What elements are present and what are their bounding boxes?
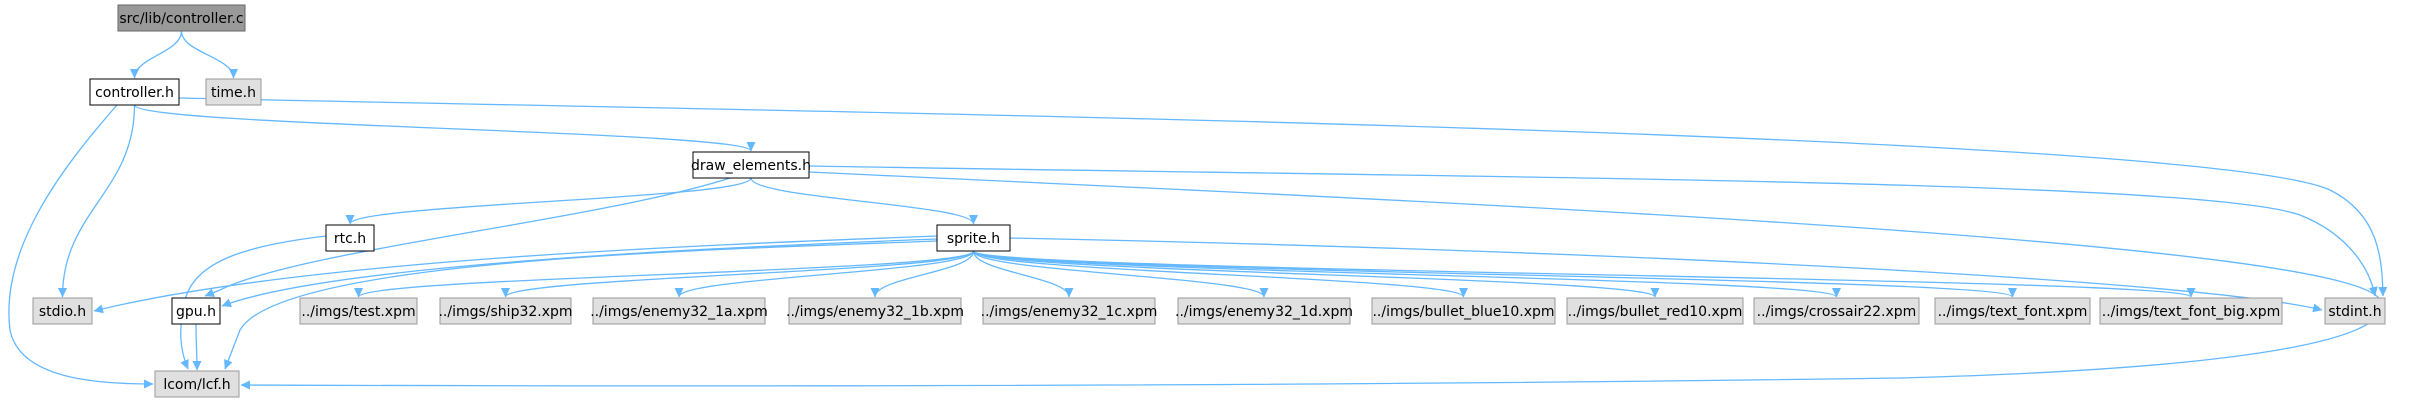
- node-box: [692, 151, 810, 179]
- node-box: [299, 297, 418, 325]
- edge-controller-h-to-stdio-h: [58, 104, 136, 298]
- node-draw-elements-h[interactable]: draw_elements.h: [691, 151, 811, 179]
- edge-layer: [8, 30, 2388, 390]
- node-label: time.h: [211, 85, 256, 101]
- node-layer: src/lib/controller.c controller.h time.h dr…: [32, 4, 2386, 398]
- node-label: ../imgs/crossair22.xpm: [1757, 304, 1917, 320]
- edge-controller-h-to-draw-elements-h: [133, 104, 756, 152]
- node-box: [982, 297, 1156, 325]
- node-sprite-h[interactable]: sprite.h: [936, 224, 1011, 252]
- edge-sprite-h-to-lcom-lcf-h: [224, 240, 938, 370]
- node-box: [89, 78, 180, 106]
- node-box: [117, 4, 246, 32]
- node-box: [592, 297, 766, 325]
- node-box: [205, 78, 262, 106]
- node-label: rtc.h: [334, 231, 366, 247]
- node-label: ../imgs/text_font_big.xpm: [2102, 304, 2280, 320]
- edge-sprite-h-to-text-font-xpm: [972, 250, 2017, 298]
- edge-sprite-h-to-ship32-xpm: [501, 250, 975, 298]
- node-box: [439, 297, 572, 325]
- node-text-font-xpm: ../imgs/text_font.xpm: [1934, 297, 2091, 325]
- node-bullet-blue10-xpm: ../imgs/bullet_blue10.xpm: [1371, 297, 1556, 325]
- edge-draw-elements-h-to-rtc-h: [345, 177, 752, 225]
- node-test-xpm: ../imgs/test.xpm: [299, 297, 418, 325]
- node-label: ../imgs/bullet_red10.xpm: [1568, 304, 1743, 320]
- node-label: gpu.h: [176, 304, 216, 320]
- node-time-h: time.h: [205, 78, 262, 106]
- edge-controller-c-to-controller-h: [130, 30, 183, 79]
- node-label: ../imgs/text_font.xpm: [1938, 304, 2088, 320]
- edge-controller-h-to-lcom-lcf-h: [8, 104, 154, 389]
- node-stdint-h: stdint.h: [2324, 297, 2386, 325]
- node-label: draw_elements.h: [691, 158, 811, 174]
- node-box: [1177, 297, 1351, 325]
- node-label: ../imgs/enemy32_1b.xpm: [786, 304, 964, 320]
- node-ship32-xpm: ../imgs/ship32.xpm: [438, 297, 573, 325]
- edge-sprite-h-to-text-font-big-xpm: [972, 250, 2195, 298]
- edge-gpu-h-to-lcom-lcf-h: [192, 323, 202, 371]
- node-enemy32-1b-xpm: ../imgs/enemy32_1b.xpm: [786, 297, 964, 325]
- edge-sprite-h-to-stdio-h: [93, 235, 938, 314]
- edge-sprite-h-to-bullet-blue10-xpm: [972, 250, 1468, 298]
- node-enemy32-1c-xpm: ../imgs/enemy32_1c.xpm: [981, 297, 1158, 325]
- edge-sprite-h-to-bullet-red10-xpm: [972, 250, 1660, 298]
- edge-sprite-h-to-enemy32-1b-xpm: [870, 250, 975, 298]
- node-gpu-h[interactable]: gpu.h: [171, 297, 221, 325]
- edge-sprite-h-to-enemy32-1c-xpm: [972, 250, 1074, 298]
- node-label: ../imgs/enemy32_1a.xpm: [590, 304, 768, 320]
- edge-sprite-h-to-test-xpm: [354, 250, 975, 298]
- node-box: [32, 297, 93, 325]
- node-box: [1371, 297, 1556, 325]
- edge-draw-elements-h-to-stdint-h: [808, 165, 2378, 297]
- node-box: [936, 224, 1011, 252]
- edge-controller-h-to-stdint-h: [178, 97, 2388, 297]
- node-box: [154, 370, 240, 398]
- node-box: [1934, 297, 2091, 325]
- node-text-font-big-xpm: ../imgs/text_font_big.xpm: [2099, 297, 2283, 325]
- edge-sprite-h-to-enemy32-1d-xpm: [972, 250, 1269, 298]
- node-label: ../imgs/bullet_blue10.xpm: [1372, 304, 1554, 320]
- node-label: stdint.h: [2328, 304, 2381, 320]
- node-label: stdio.h: [39, 304, 86, 320]
- edge-sprite-h-to-crossair22-xpm: [972, 250, 1841, 298]
- node-box: [325, 224, 375, 252]
- node-lcom-lcf-h: lcom/lcf.h: [154, 370, 240, 398]
- edge-draw-elements-h-to-sprite-h: [750, 177, 978, 225]
- node-enemy32-1d-xpm: ../imgs/enemy32_1d.xpm: [1175, 297, 1353, 325]
- node-label: src/lib/controller.c: [119, 11, 243, 27]
- node-box: [171, 297, 221, 325]
- node-controller-c[interactable]: src/lib/controller.c: [117, 4, 246, 32]
- node-label: ../imgs/enemy32_1c.xpm: [981, 304, 1158, 320]
- node-stdio-h: stdio.h: [32, 297, 93, 325]
- node-enemy32-1a-xpm: ../imgs/enemy32_1a.xpm: [590, 297, 768, 325]
- node-label: sprite.h: [947, 231, 1000, 247]
- node-crossair22-xpm: ../imgs/crossair22.xpm: [1753, 297, 1920, 325]
- node-label: ../imgs/ship32.xpm: [438, 304, 572, 320]
- node-rtc-h[interactable]: rtc.h: [325, 224, 375, 252]
- node-controller-h[interactable]: controller.h: [89, 78, 180, 106]
- node-box: [1566, 297, 1744, 325]
- edge-rtc-h-to-lcom-lcf-h: [180, 235, 327, 370]
- node-box: [2099, 297, 2283, 325]
- node-box: [788, 297, 962, 325]
- node-box: [1753, 297, 1920, 325]
- edge-controller-c-to-time-h: [180, 30, 238, 79]
- node-box: [2324, 297, 2386, 325]
- edge-draw-elements-h-to-gpu-h: [204, 177, 731, 297]
- node-label: ../imgs/test.xpm: [301, 304, 415, 320]
- edge-draw-elements-h-to-lcom-lcf-h: [240, 171, 2383, 390]
- node-label: lcom/lcf.h: [163, 377, 230, 393]
- node-label: ../imgs/enemy32_1d.xpm: [1175, 304, 1353, 320]
- node-bullet-red10-xpm: ../imgs/bullet_red10.xpm: [1566, 297, 1744, 325]
- node-label: controller.h: [95, 85, 174, 101]
- edge-sprite-h-to-enemy32-1a-xpm: [674, 250, 975, 298]
- edge-sprite-h-to-stdint-h: [1009, 237, 2323, 313]
- edge-sprite-h-to-gpu-h: [221, 238, 938, 308]
